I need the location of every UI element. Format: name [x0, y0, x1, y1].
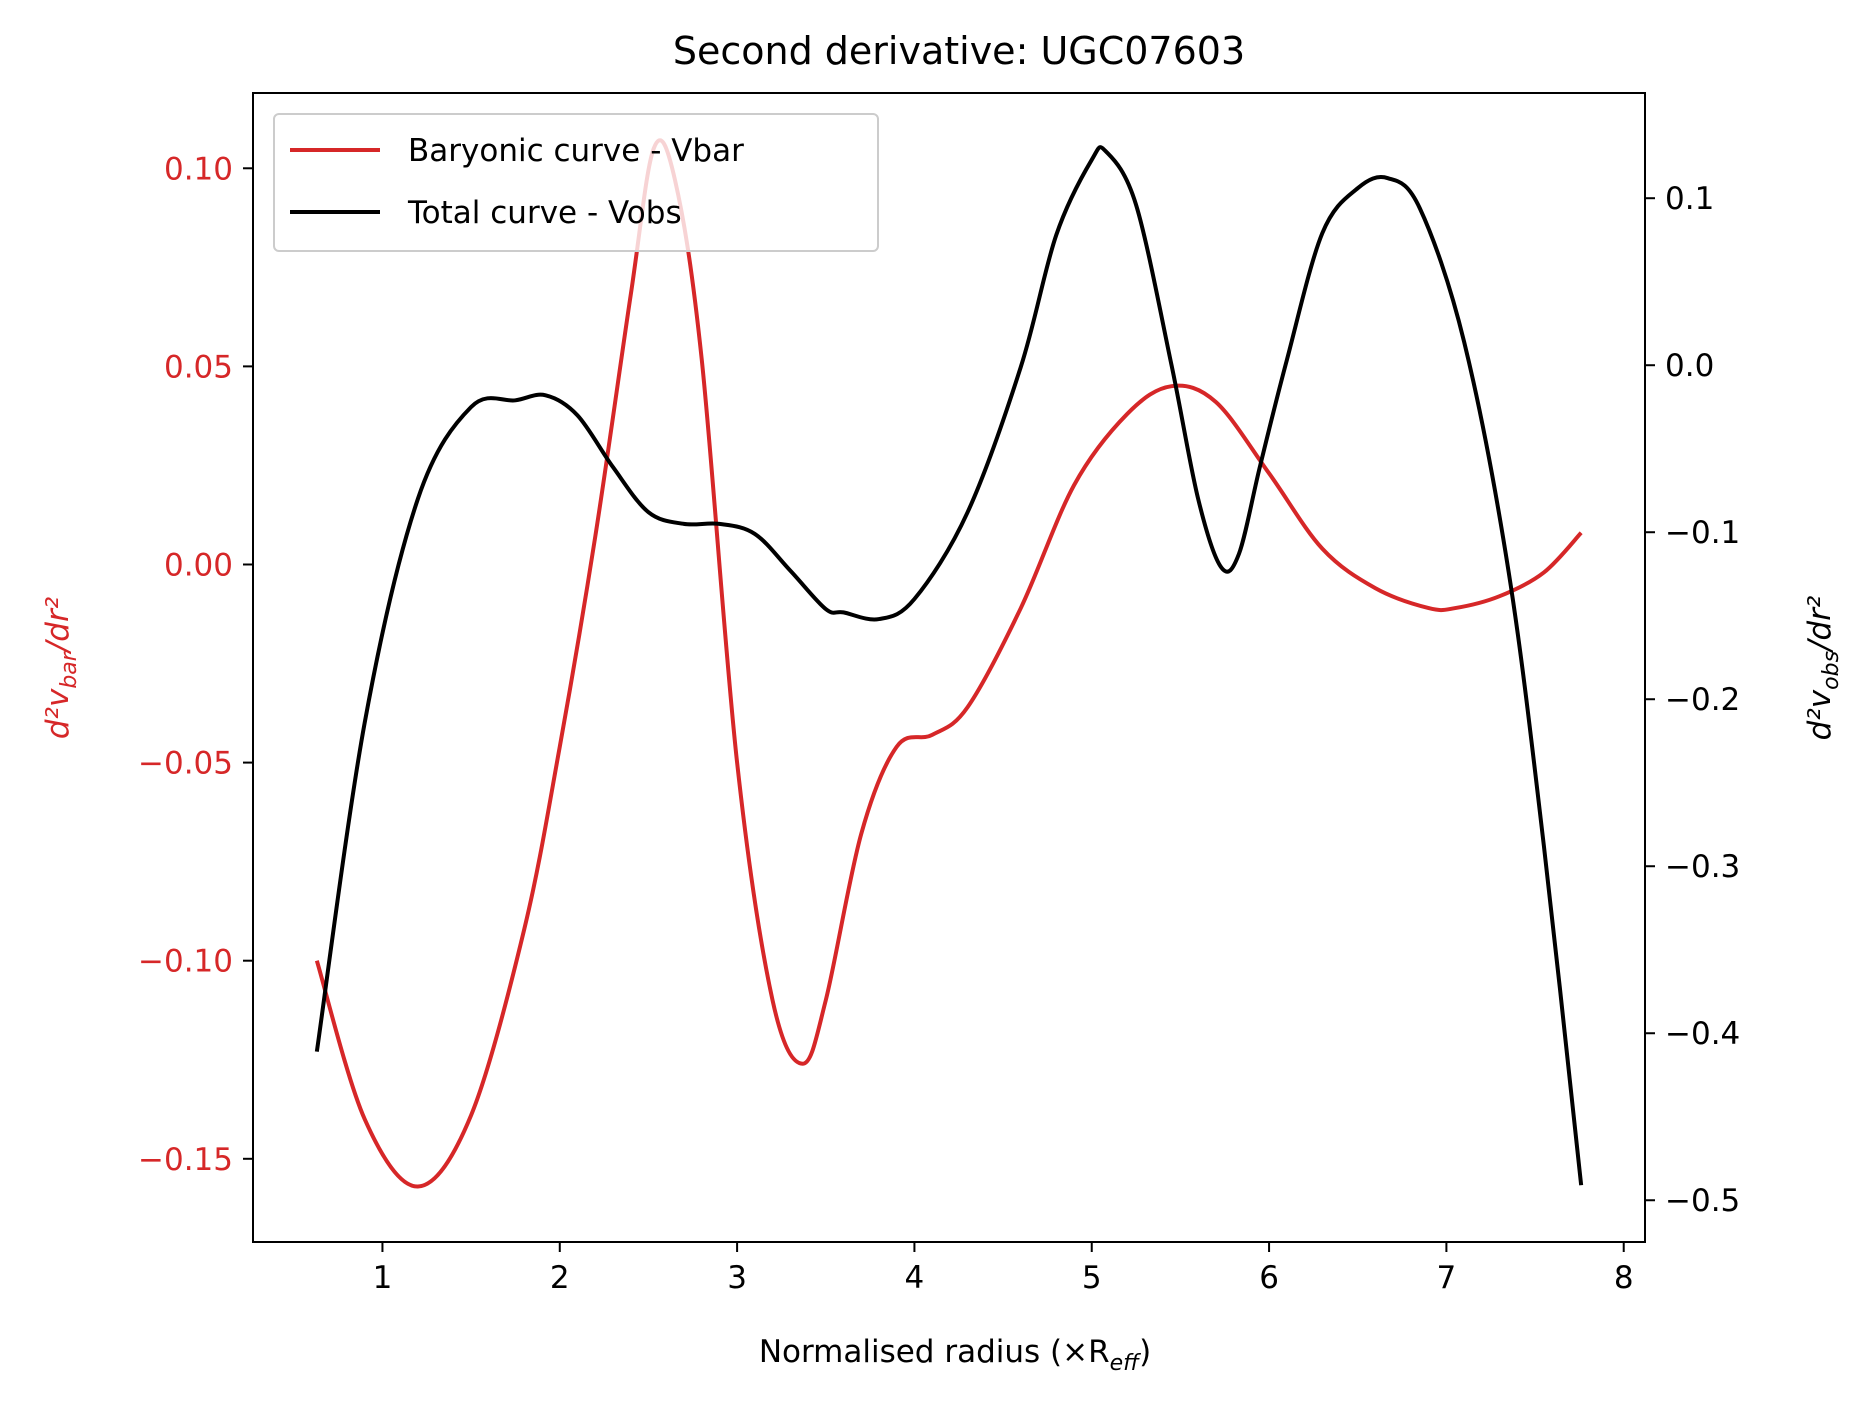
- y-right-tick-label: −0.1: [1665, 515, 1740, 551]
- x-tick-label: 5: [1082, 1260, 1102, 1296]
- y-left-tick-label: −0.10: [138, 944, 233, 980]
- y-left-axis-label-text: d²v: [40, 688, 76, 739]
- x-ticks-group: 1 2 3 4 5 6 7 8: [373, 1242, 1634, 1296]
- y-left-axis-label: d²vbar/dr²: [40, 597, 82, 739]
- y-left-axis-label-subscript: bar: [57, 650, 82, 688]
- y-left-tick-label: 0.05: [164, 349, 233, 385]
- legend-box: [273, 113, 879, 252]
- y-right-axis-label: d²vobs/dr²: [1802, 596, 1844, 741]
- y-left-tick-label: −0.15: [138, 1142, 233, 1178]
- y-right-axis-label-subscript: obs: [1819, 651, 1844, 690]
- legend-label-vbar: Baryonic curve - Vbar: [408, 133, 744, 169]
- x-tick-label: 8: [1614, 1260, 1634, 1296]
- y-right-tick-label: −0.4: [1665, 1016, 1740, 1052]
- x-tick-label: 2: [550, 1260, 570, 1296]
- series-line-vobs: [314, 145, 1584, 1186]
- legend-label-vobs: Total curve - Vobs: [407, 195, 682, 231]
- y-right-axis-label-tail: /dr²: [1802, 596, 1838, 654]
- y-right-tick-label: 0.1: [1665, 181, 1714, 217]
- plot-lines-group: [314, 138, 1584, 1189]
- y-left-axis-label-tail: /dr²: [40, 597, 76, 655]
- plot-area-frame: [252, 92, 1646, 1243]
- x-tick-label: 1: [373, 1260, 393, 1296]
- y-left-tick-label: 0.10: [164, 151, 233, 187]
- y-right-tick-label: −0.3: [1665, 849, 1740, 885]
- y-right-tick-label: −0.2: [1665, 682, 1740, 718]
- x-axis-label-text: Normalised radius (×R: [759, 1334, 1110, 1370]
- y-right-axis-label-text: d²v: [1802, 689, 1838, 740]
- y-left-ticks-group: 0.10 0.05 0.00 −0.05 −0.10 −0.15: [138, 151, 253, 1178]
- x-tick-label: 7: [1437, 1260, 1457, 1296]
- y-left-tick-label: 0.00: [164, 547, 233, 583]
- x-tick-label: 6: [1259, 1260, 1279, 1296]
- chart-title: Second derivative: UGC07603: [673, 29, 1245, 73]
- y-right-ticks-group: 0.1 0.0 −0.1 −0.2 −0.3 −0.4 −0.5: [1645, 181, 1740, 1219]
- legend: Baryonic curve - Vbar Total curve - Vobs: [273, 113, 879, 252]
- x-tick-label: 4: [905, 1260, 925, 1296]
- x-axis-label-subscript: eff: [1110, 1351, 1142, 1376]
- y-right-tick-label: 0.0: [1665, 348, 1714, 384]
- series-line-vbar: [314, 138, 1583, 1189]
- y-left-tick-label: −0.05: [138, 746, 233, 782]
- x-tick-label: 3: [727, 1260, 747, 1296]
- x-axis-label-close: ): [1139, 1334, 1151, 1370]
- y-right-tick-label: −0.5: [1665, 1183, 1740, 1219]
- x-axis-label: Normalised radius (×Reff): [759, 1334, 1151, 1376]
